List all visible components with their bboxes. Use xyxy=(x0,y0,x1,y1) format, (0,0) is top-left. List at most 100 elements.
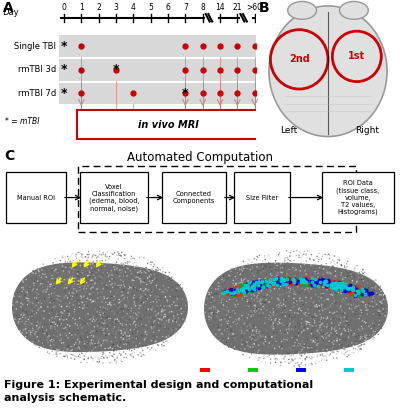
Point xyxy=(271,283,277,290)
Point xyxy=(56,346,62,353)
Point xyxy=(143,270,149,276)
Point xyxy=(224,275,230,282)
Point xyxy=(167,331,174,338)
Point xyxy=(241,265,247,272)
Point xyxy=(302,336,309,343)
Point xyxy=(328,314,334,320)
Point xyxy=(18,303,24,310)
Point xyxy=(84,280,90,286)
Text: *: * xyxy=(113,63,119,76)
Point xyxy=(303,350,310,357)
Point xyxy=(73,252,79,259)
Point xyxy=(309,323,315,329)
Point xyxy=(162,297,168,303)
Point xyxy=(69,330,75,337)
Point xyxy=(344,348,350,354)
Point xyxy=(101,325,107,332)
Point xyxy=(229,284,235,291)
Point xyxy=(274,296,281,302)
Point xyxy=(314,253,320,260)
Point xyxy=(212,306,219,312)
Point xyxy=(140,336,147,343)
Point xyxy=(274,269,280,276)
Point xyxy=(353,333,359,340)
Point xyxy=(78,254,85,260)
Point xyxy=(290,265,296,271)
Point xyxy=(13,290,19,297)
Point xyxy=(118,266,124,273)
Point xyxy=(319,281,325,288)
Point xyxy=(296,305,302,312)
Point xyxy=(121,283,128,289)
Point xyxy=(139,299,145,306)
Point xyxy=(57,260,63,267)
Point xyxy=(51,321,58,327)
Point xyxy=(307,333,313,340)
Point xyxy=(345,269,351,276)
Text: in vivo MRI: in vivo MRI xyxy=(138,120,198,130)
Point xyxy=(238,346,244,352)
Point xyxy=(79,252,85,259)
Point xyxy=(252,278,259,284)
Point xyxy=(342,346,349,353)
Text: D: D xyxy=(4,239,16,253)
Point xyxy=(116,350,123,357)
Point xyxy=(290,326,297,333)
Point xyxy=(114,283,121,290)
Point xyxy=(238,274,245,280)
Point xyxy=(120,323,127,330)
Point xyxy=(278,285,285,292)
Point xyxy=(148,269,154,275)
Point xyxy=(143,298,149,305)
Point xyxy=(247,337,254,344)
Point xyxy=(100,284,107,291)
Point xyxy=(105,273,112,280)
Point xyxy=(242,293,248,299)
Point xyxy=(321,251,328,258)
Point xyxy=(223,282,229,289)
Point xyxy=(344,342,350,348)
Point xyxy=(326,297,332,303)
Point xyxy=(316,283,323,290)
Point xyxy=(20,277,26,283)
Point xyxy=(328,259,335,265)
Point xyxy=(240,323,246,329)
Point xyxy=(304,318,310,325)
Point xyxy=(81,320,87,326)
Point xyxy=(46,317,53,324)
Point xyxy=(279,281,286,288)
Point xyxy=(208,297,214,304)
Point xyxy=(262,336,268,343)
Point xyxy=(261,279,267,285)
Point xyxy=(62,324,69,331)
Point xyxy=(309,339,316,346)
Ellipse shape xyxy=(269,6,387,137)
Point xyxy=(159,331,165,338)
Point xyxy=(357,313,364,319)
Point xyxy=(14,298,20,305)
Point xyxy=(297,272,303,278)
Point xyxy=(103,272,110,278)
Point xyxy=(28,285,35,292)
Point xyxy=(122,282,128,289)
Point xyxy=(297,291,304,298)
Point xyxy=(165,284,172,291)
Point xyxy=(250,343,256,349)
Point xyxy=(259,300,266,307)
Point xyxy=(35,331,41,337)
Point xyxy=(312,303,318,310)
Point xyxy=(338,289,344,296)
Point xyxy=(163,293,169,300)
Point xyxy=(274,262,280,269)
Point xyxy=(350,282,356,288)
Point xyxy=(258,284,264,291)
Point xyxy=(79,354,85,360)
Point xyxy=(30,316,36,323)
Point xyxy=(65,311,71,318)
Point xyxy=(54,267,60,274)
Point xyxy=(252,302,258,308)
Point xyxy=(329,339,336,346)
Point xyxy=(298,320,304,326)
Point xyxy=(59,254,65,261)
Point xyxy=(331,289,338,296)
